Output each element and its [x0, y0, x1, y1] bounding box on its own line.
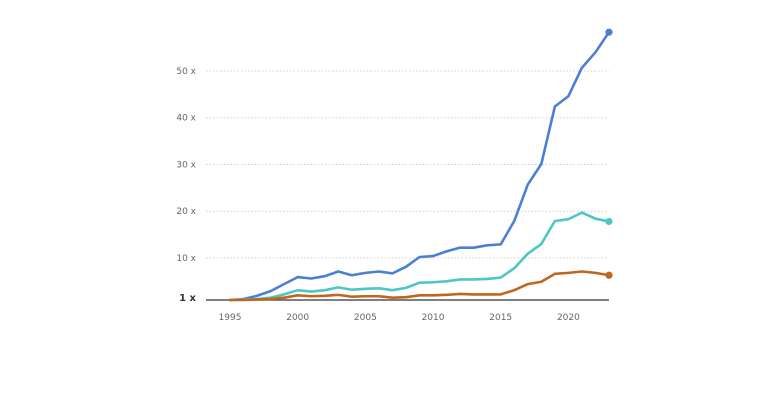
- y-tick-label: 30 x: [176, 160, 196, 170]
- series-line-3: [228, 270, 611, 302]
- y-tick-label: 10 x: [176, 254, 196, 264]
- y-tick-label: 20 x: [176, 207, 196, 217]
- series-end-marker-2: [605, 217, 613, 226]
- x-tick-label: 2005: [354, 313, 377, 323]
- x-axis: 1995 2000 2005 2010 2015 2020: [219, 313, 581, 323]
- x-tick-label: 1995: [219, 313, 242, 323]
- y-axis: 1 x 10 x 20 x 30 x 40 x 50 x: [176, 67, 196, 304]
- x-tick-label: 2010: [422, 313, 445, 323]
- series-line-2: [228, 211, 611, 302]
- y-tick-label: 40 x: [176, 114, 196, 124]
- end-markers: [605, 28, 613, 279]
- x-tick-label: 2000: [286, 313, 309, 323]
- x-tick-label: 2020: [557, 313, 580, 323]
- series-end-marker-3: [605, 271, 613, 279]
- series-line-1: [228, 30, 611, 302]
- series-lines: [228, 30, 611, 302]
- y-tick-label: 50 x: [176, 67, 196, 77]
- series-end-marker-1: [605, 28, 613, 36]
- y-tick-label: 1 x: [179, 293, 196, 304]
- x-tick-label: 2015: [489, 313, 512, 323]
